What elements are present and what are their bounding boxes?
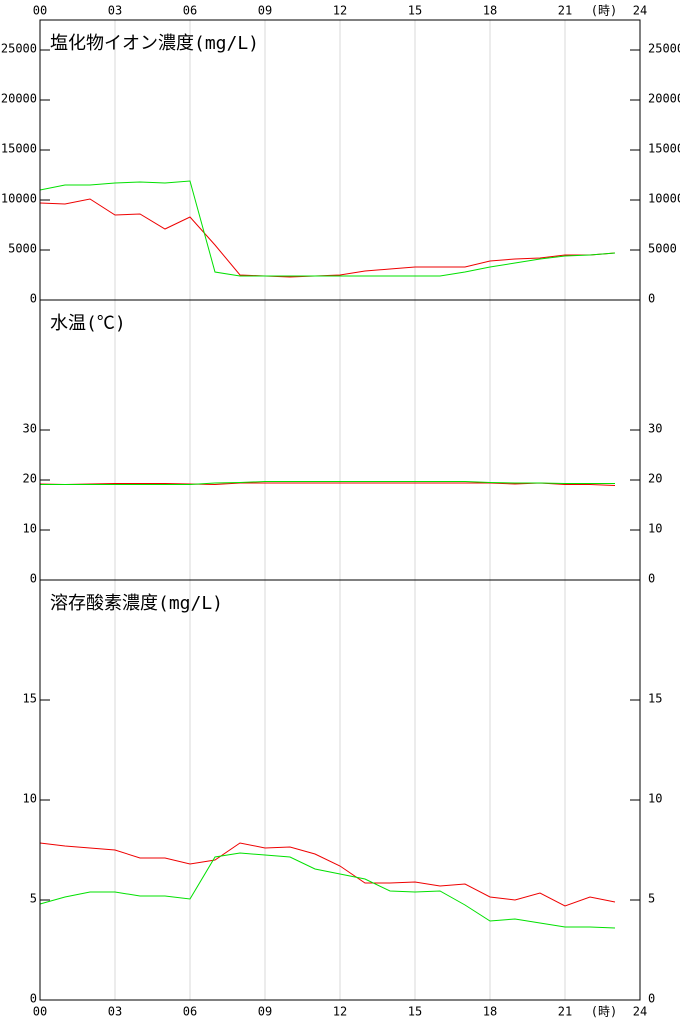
x-tick-label: 12 bbox=[333, 1005, 347, 1019]
line-series bbox=[39, 852, 616, 929]
y-tick-label: 10 bbox=[23, 792, 37, 806]
y-tick-label: 30 bbox=[23, 422, 37, 436]
x-tick-label: 24 bbox=[633, 1005, 647, 1019]
y-tick-label: 10 bbox=[648, 792, 662, 806]
x-tick-label: 18 bbox=[483, 1005, 497, 1019]
y-tick-label: 5000 bbox=[8, 242, 37, 256]
y-tick-label: 0 bbox=[648, 572, 655, 586]
x-tick-label: 00 bbox=[33, 1005, 47, 1019]
x-tick-label: 06 bbox=[183, 4, 197, 18]
x-axis-label: (時) bbox=[591, 4, 617, 18]
y-tick-label: 5 bbox=[30, 892, 37, 906]
x-axis-label: (時) bbox=[591, 1005, 617, 1019]
x-tick-label: 21 bbox=[558, 4, 572, 18]
x-tick-label: 15 bbox=[408, 1005, 422, 1019]
y-tick-label: 20000 bbox=[1, 92, 37, 106]
y-tick-label: 0 bbox=[30, 572, 37, 586]
y-tick-label: 15 bbox=[648, 692, 662, 706]
y-tick-label: 0 bbox=[30, 292, 37, 306]
panel-title: 塩化物イオン濃度(mg/L) bbox=[50, 33, 259, 54]
x-tick-label: 12 bbox=[333, 4, 347, 18]
y-tick-label: 15 bbox=[23, 692, 37, 706]
x-tick-label: 09 bbox=[258, 4, 272, 18]
y-tick-label: 25000 bbox=[648, 42, 680, 56]
y-tick-label: 30 bbox=[648, 422, 662, 436]
line-series bbox=[40, 481, 615, 485]
y-tick-label: 5 bbox=[648, 892, 655, 906]
line-series bbox=[39, 180, 616, 277]
x-tick-label: 24 bbox=[633, 4, 647, 18]
y-tick-label: 15000 bbox=[1, 142, 37, 156]
y-tick-label: 10 bbox=[648, 522, 662, 536]
y-tick-label: 0 bbox=[30, 992, 37, 1006]
line-series bbox=[39, 482, 616, 486]
y-tick-label: 15000 bbox=[648, 142, 680, 156]
x-tick-label: 03 bbox=[108, 4, 122, 18]
line-series bbox=[39, 198, 616, 278]
x-tick-label: 09 bbox=[258, 1005, 272, 1019]
panel-title: 溶存酸素濃度(mg/L) bbox=[50, 593, 223, 614]
y-tick-label: 10 bbox=[23, 522, 37, 536]
panel-title: 水温(℃) bbox=[50, 313, 126, 334]
y-tick-label: 20000 bbox=[648, 92, 680, 106]
panel-frame bbox=[39, 579, 641, 1001]
y-tick-label: 10000 bbox=[1, 192, 37, 206]
y-tick-label: 10000 bbox=[648, 192, 680, 206]
x-tick-label: 18 bbox=[483, 4, 497, 18]
y-tick-label: 25000 bbox=[1, 42, 37, 56]
x-tick-label: 00 bbox=[33, 4, 47, 18]
x-tick-label: 06 bbox=[183, 1005, 197, 1019]
line-series bbox=[39, 842, 616, 907]
x-tick-label: 15 bbox=[408, 4, 422, 18]
y-tick-label: 0 bbox=[648, 292, 655, 306]
x-tick-label: 03 bbox=[108, 1005, 122, 1019]
y-tick-label: 20 bbox=[648, 472, 662, 486]
y-tick-label: 0 bbox=[648, 992, 655, 1006]
y-tick-label: 20 bbox=[23, 472, 37, 486]
y-tick-label: 5000 bbox=[648, 242, 677, 256]
x-tick-label: 21 bbox=[558, 1005, 572, 1019]
